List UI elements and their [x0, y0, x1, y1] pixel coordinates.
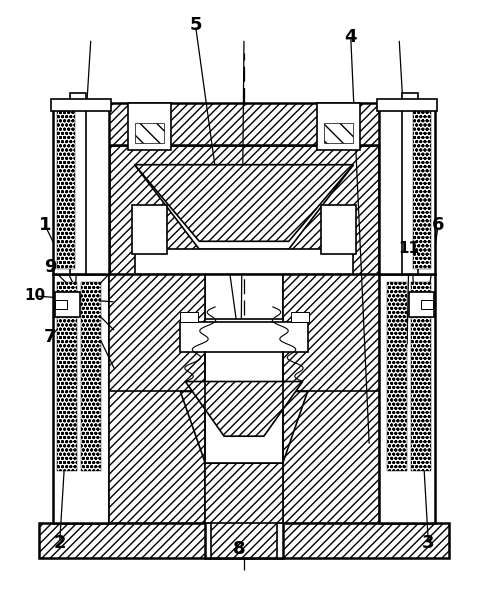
Polygon shape [109, 274, 205, 391]
Bar [379, 274, 435, 523]
Bar [55, 300, 67, 309]
Polygon shape [39, 523, 449, 558]
Bar [57, 108, 75, 269]
Polygon shape [109, 145, 379, 274]
Text: 6: 6 [432, 216, 445, 234]
Polygon shape [181, 391, 307, 463]
Polygon shape [283, 274, 379, 391]
Bar [205, 319, 283, 463]
Bar [205, 501, 283, 558]
Bar [55, 292, 80, 317]
Bar [195, 505, 293, 523]
Bar [211, 519, 277, 558]
Bar [411, 282, 431, 471]
Bar [402, 93, 418, 274]
Bar [135, 249, 353, 274]
Bar [181, 312, 198, 322]
Text: 3: 3 [422, 534, 435, 552]
Bar [421, 300, 433, 309]
Bar [377, 99, 437, 111]
Bar [53, 274, 109, 523]
Bar [128, 103, 171, 150]
Bar [205, 433, 283, 523]
Text: 5: 5 [189, 16, 202, 34]
Text: 9: 9 [43, 258, 56, 275]
Bar [409, 292, 434, 317]
Polygon shape [185, 381, 303, 436]
Polygon shape [135, 165, 353, 242]
Text: 11: 11 [399, 242, 420, 256]
Polygon shape [283, 274, 379, 523]
Polygon shape [91, 103, 397, 145]
Text: 4: 4 [345, 28, 357, 46]
Text: 2: 2 [53, 534, 66, 552]
Bar [70, 93, 86, 274]
Bar [81, 282, 101, 471]
Bar [181, 322, 307, 352]
Bar [53, 103, 109, 274]
Polygon shape [109, 274, 205, 523]
Text: 1: 1 [39, 216, 51, 234]
Bar [413, 108, 431, 269]
Bar [57, 282, 77, 471]
Bar [317, 103, 360, 150]
Bar [132, 204, 167, 254]
Polygon shape [205, 463, 283, 523]
Bar [135, 123, 164, 143]
Polygon shape [135, 165, 353, 249]
Text: 7: 7 [43, 328, 56, 346]
Bar [321, 204, 356, 254]
Text: 10: 10 [25, 288, 46, 304]
Bar [291, 312, 308, 322]
Bar [387, 282, 407, 471]
Bar [51, 99, 111, 111]
Bar [324, 123, 353, 143]
Text: 8: 8 [233, 540, 245, 558]
Bar [379, 103, 435, 274]
